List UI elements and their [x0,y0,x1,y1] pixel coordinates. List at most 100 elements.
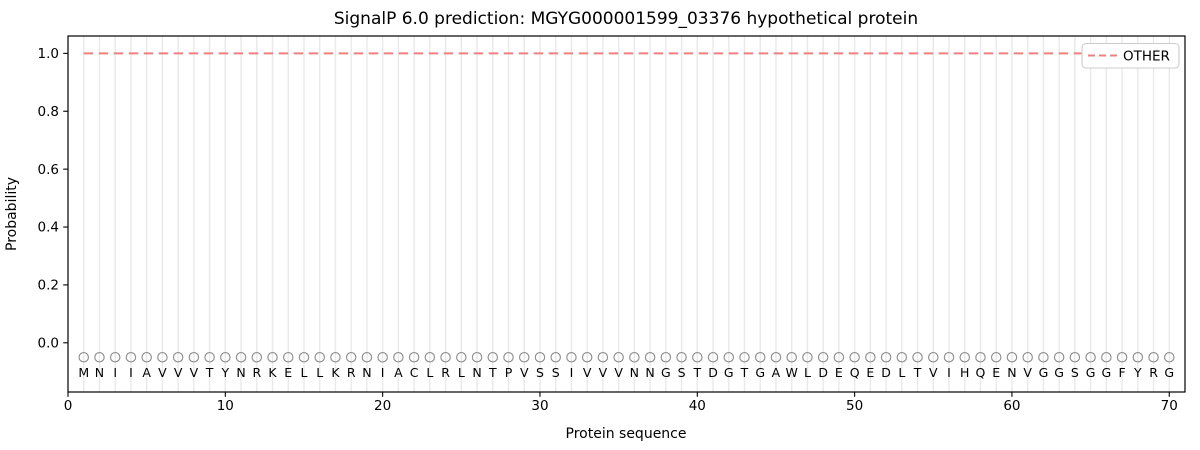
residue-marker-icon [518,351,530,363]
legend: OTHER [1081,42,1180,69]
residue-marker-icon [550,351,561,363]
sequence-letter: R [252,365,261,380]
residue-marker-icon [1006,351,1018,363]
sequence-letter: S [552,365,560,380]
residue-marker-icon [692,351,703,363]
sequence-letter: T [740,365,749,380]
residue-marker-icon [503,351,514,363]
sequence-letter: A [772,365,781,380]
residue-marker-icon [78,351,90,363]
residue-marker-icon [440,351,451,363]
residue-marker-icon [613,351,624,363]
residue-marker-icon [235,351,247,363]
sequence-letter: K [331,365,340,380]
sequence-letter: T [205,365,214,380]
residue-marker-icon [880,351,892,363]
residue-marker-icon [723,351,735,363]
residue-marker-icon [739,351,750,363]
x-tick-label: 20 [374,398,391,414]
residue-marker-icon [566,351,577,363]
sequence-letter: E [284,365,292,380]
sequence-letter: M [78,365,89,380]
sequence-letter: A [394,365,403,380]
x-tick-label: 40 [689,398,706,414]
residue-marker-icon [377,351,388,363]
x-axis-label: Protein sequence [566,426,687,442]
residue-marker-icon [393,351,404,363]
residue-marker-icon [267,351,278,363]
residue-marker-icon [282,351,294,363]
residue-marker-icon [644,351,656,363]
sequence-letter: L [898,365,905,380]
sequence-letter: N [630,365,639,380]
sequence-letter: N [236,365,245,380]
sequence-letter: I [381,365,385,380]
sequence-letter: Q [850,365,860,380]
sequence-letter: V [614,365,623,380]
sequence-letter: V [583,365,592,380]
residue-marker-icon [676,351,687,363]
residue-marker-icon [330,351,341,363]
sequence-letter: G [661,365,671,380]
sequence-letter: C [410,365,419,380]
sequence-letter: N [362,365,371,380]
residue-marker-icon [896,351,908,363]
sequence-letter: I [570,365,574,380]
y-tick-label: 0.4 [38,220,59,236]
x-tick-label: 70 [1161,398,1178,414]
residue-marker-icon [345,351,357,363]
residue-marker-icon [912,351,923,363]
residue-marker-icon [975,351,986,363]
sequence-letter: S [678,365,686,380]
legend-label: OTHER [1123,49,1170,65]
sequence-letter: G [1054,365,1064,380]
residue-marker-icon [1132,351,1144,363]
sequence-letter: I [947,365,951,380]
residue-marker-icon [754,351,766,363]
sequence-letter: I [113,365,117,380]
residue-marker-icon [928,351,939,363]
sequence-letter: G [755,365,765,380]
residue-marker-icon [1148,351,1159,363]
sequence-letter: D [708,365,718,380]
residue-marker-icon [314,351,325,363]
residue-marker-icon [581,351,593,363]
residue-marker-icon [125,351,137,363]
sequence-letter: T [488,365,497,380]
residue-marker-icon [188,351,200,363]
sequence-letter: E [992,365,1000,380]
y-axis-label: Probability [4,177,20,251]
residue-marker-icon [1101,351,1112,363]
y-tick-label: 0.2 [38,278,59,294]
legend-box [1081,42,1180,69]
x-tick-label: 10 [217,398,234,414]
residue-marker-icon [1085,351,1096,363]
residue-marker-icon [141,351,152,363]
sequence-letter: G [1101,365,1111,380]
residue-marker-icon [172,351,184,363]
sequence-letter: F [1118,365,1125,380]
sequence-letter: H [960,365,969,380]
residue-marker-icon [251,351,263,363]
sequence-letter: V [1023,365,1032,380]
residue-marker-icon [456,351,467,363]
sequence-letter: S [536,365,544,380]
sequence-letter: A [142,365,151,380]
sequence-letter: G [724,365,734,380]
sequence-letter: N [1007,365,1016,380]
sequence-letter: L [301,365,308,380]
sequence-letter: R [441,365,450,380]
x-tick-label: 50 [846,398,863,414]
sequence-letter: V [190,365,199,380]
residue-marker-icon [770,351,782,363]
residue-marker-icon [471,351,483,363]
sequence-letter: D [818,365,828,380]
sequence-letter: E [835,365,843,380]
residue-marker-icon [157,351,168,363]
sequence-letter: D [881,365,891,380]
sequence-letter: V [929,365,938,380]
residue-marker-icon [943,351,955,363]
sequence-letter: V [599,365,608,380]
sequence-letter: V [158,365,167,380]
x-tick-label: 60 [1003,398,1020,414]
